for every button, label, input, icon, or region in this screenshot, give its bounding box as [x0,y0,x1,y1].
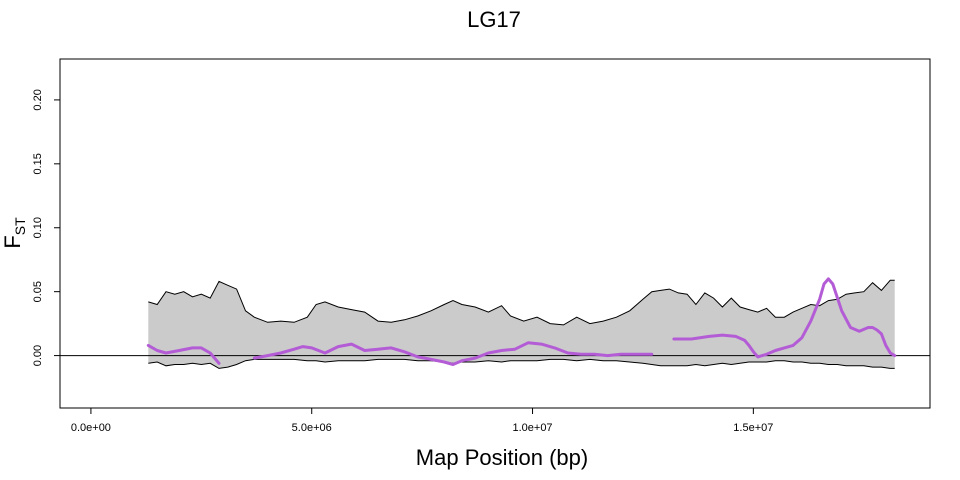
band-upper-edge [148,279,895,326]
plot-area [60,277,930,369]
chart-title: LG17 [467,7,521,32]
y-tick-label: 0.20 [32,89,44,110]
x-tick-label: 1.0e+07 [512,422,552,434]
y-axis-title-main: F [0,235,25,248]
plot-frame [59,58,931,409]
band-lower-edge [148,358,895,369]
fst-line-segment-1 [146,343,221,365]
x-axis: 0.0e+00 5.0e+06 1.0e+07 1.5e+07 [71,408,773,434]
x-tick-label: 0.0e+00 [71,422,111,434]
fst-line-segment-2 [252,341,654,366]
x-tick-label: 1.5e+07 [733,422,773,434]
x-axis-title: Map Position (bp) [416,445,588,470]
y-axis-title-subscript: ST [12,217,28,235]
y-tick-label: 0.05 [32,281,44,302]
x-tick-label: 5.0e+06 [292,422,332,434]
confidence-band [148,280,895,369]
y-tick-label: 0.00 [32,345,44,366]
y-axis-title: FST [0,217,28,249]
y-tick-label: 0.15 [32,153,44,174]
fst-line-segment-3 [672,277,897,359]
y-axis: 0.00 0.05 0.10 0.15 0.20 [32,89,60,366]
y-tick-label: 0.10 [32,217,44,238]
